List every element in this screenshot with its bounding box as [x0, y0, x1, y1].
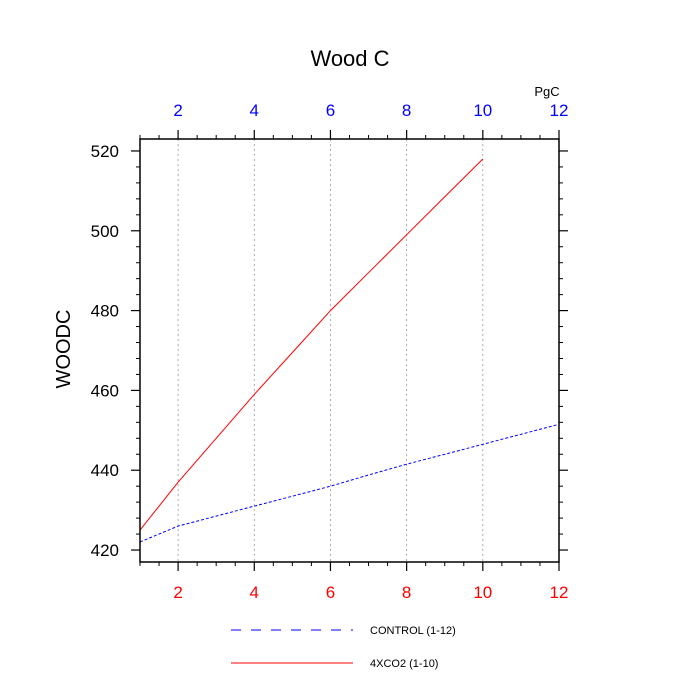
grid-lines	[177, 139, 484, 562]
x-tick-label-top: 6	[326, 101, 335, 120]
x-tick-label-top: 12	[550, 101, 569, 120]
x-tick-label-bottom: 6	[326, 583, 335, 602]
x-tick-label-bottom: 2	[173, 583, 182, 602]
plot-frame	[139, 138, 560, 563]
x-tick-label-top: 8	[402, 101, 411, 120]
units-label: PgC	[534, 84, 559, 99]
y-tick-label: 460	[91, 381, 119, 400]
x-tick-label-bottom: 4	[250, 583, 259, 602]
x-tick-label-top: 10	[473, 101, 492, 120]
axes: 2 2 4 4 6 6 8 8 10 10 12 12 420 440 460 480 500 520	[91, 101, 569, 602]
y-tick-label: 440	[91, 461, 119, 480]
x-tick-label-bottom: 10	[473, 583, 492, 602]
series-line	[139, 158, 484, 531]
legend-label: 4XCO2 (1-10)	[370, 658, 438, 670]
legend-label: CONTROL (1-12)	[370, 625, 456, 637]
y-axis-label: WOODC	[53, 310, 75, 389]
x-tick-label-top: 4	[250, 101, 259, 120]
legend: CONTROL (1-12) 4XCO2 (1-10)	[231, 625, 456, 670]
x-tick-label-top: 2	[173, 101, 182, 120]
y-tick-label: 420	[91, 541, 119, 560]
chart-title: Wood C	[310, 46, 389, 71]
series-line	[139, 423, 560, 543]
x-tick-label-bottom: 8	[402, 583, 411, 602]
series-layer	[139, 158, 560, 543]
y-tick-label: 500	[91, 222, 119, 241]
x-tick-label-bottom: 12	[550, 583, 569, 602]
y-tick-label: 520	[91, 142, 119, 161]
y-tick-label: 480	[91, 302, 119, 321]
